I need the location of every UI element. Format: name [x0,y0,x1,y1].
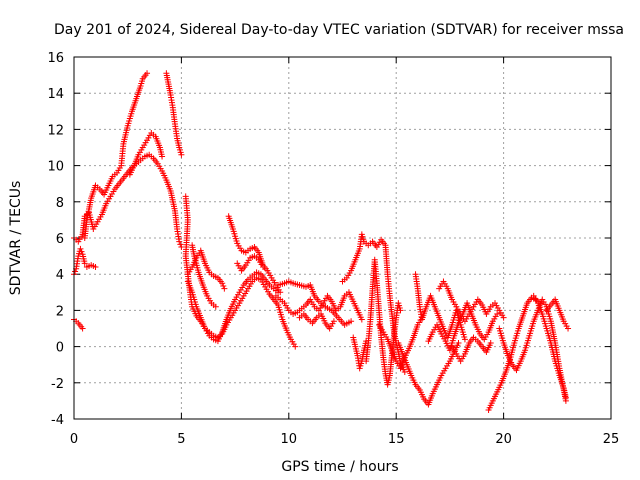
data-point [455,339,462,346]
data-point [397,307,404,314]
data-point [494,311,501,318]
data-point [461,336,468,343]
data-point [178,151,185,158]
y-tick-label: 4 [56,268,64,283]
data-point [565,325,572,332]
x-tick-label: 25 [603,432,620,447]
data-point [358,316,365,323]
y-tick-label: -4 [51,413,64,428]
plot-area [71,70,572,413]
data-point [176,238,183,245]
data-series-arc-k [225,213,284,296]
data-point [219,280,226,287]
y-tick-label: 10 [47,160,64,175]
data-series-arc-f [163,70,185,158]
x-tick-label: 10 [281,432,298,447]
grid-lines [74,57,611,419]
data-point [220,282,227,289]
data-series-arc-e [126,130,166,178]
x-tick-label: 0 [70,432,78,447]
x-tick-label: 15 [388,432,405,447]
data-point [292,343,299,350]
x-tick-labels: 0 5 10 15 20 25 [70,432,619,447]
y-tick-label: 16 [47,51,64,66]
data-point [159,153,166,160]
data-point [77,245,84,252]
y-tick-label: 8 [56,196,64,211]
x-tick-label: 5 [177,432,185,447]
data-series-arc-l [234,253,267,274]
data-series-arc-q [363,256,404,388]
data-series-arc-b [71,245,99,278]
data-point [212,303,219,310]
data-point [92,263,99,270]
data-point [562,394,569,401]
plot-frame [73,56,612,420]
data-point [348,318,355,325]
data-series-arc-w [425,300,501,354]
data-point [81,260,88,267]
data-point [277,289,284,296]
data-point [221,285,228,292]
data-series-arc-c [71,151,185,251]
data-point [500,314,507,321]
y-axis-label: SDTVAR / TECUs [8,181,24,296]
chart-title: Day 201 of 2024, Sidereal Day-to-day VTE… [54,22,624,38]
data-point [487,339,494,346]
data-series-arc-x [449,334,494,365]
x-tick-label: 20 [495,432,512,447]
data-series-arc-o [296,311,337,332]
data-point [401,368,408,375]
data-series-arc-a [71,316,86,332]
data-series-arc-d [81,70,151,241]
data-point [177,241,184,248]
data-series-arc-j [189,242,219,310]
data-point [363,338,370,345]
data-point [72,268,79,275]
data-point [330,318,337,325]
data-series-arc-h [184,269,282,345]
data-series-arc-aa [530,292,569,401]
data-series-arc-i [184,247,228,292]
y-tick-label: 2 [56,304,64,319]
data-series-arc-t [395,339,462,408]
y-tick-label: -2 [51,377,64,392]
y-tick-label: 14 [47,87,64,102]
data-series-arc-r [350,334,370,372]
data-point [78,248,85,255]
x-axis-label: GPS time / hours [281,459,398,475]
data-series-arc-g [182,193,299,350]
data-series-arc-ab [543,296,572,332]
y-tick-label: 12 [47,123,64,138]
data-point [260,263,267,270]
y-tick-labels: -4 -2 0 2 4 6 8 10 12 14 16 [47,51,64,428]
data-point [79,325,86,332]
data-series-arc-u [412,271,468,343]
data-series-arc-n [275,278,355,328]
y-tick-label: 0 [56,341,64,356]
data-point [144,70,151,77]
y-tick-label: 6 [56,232,64,247]
data-series-arc-y [485,294,544,413]
